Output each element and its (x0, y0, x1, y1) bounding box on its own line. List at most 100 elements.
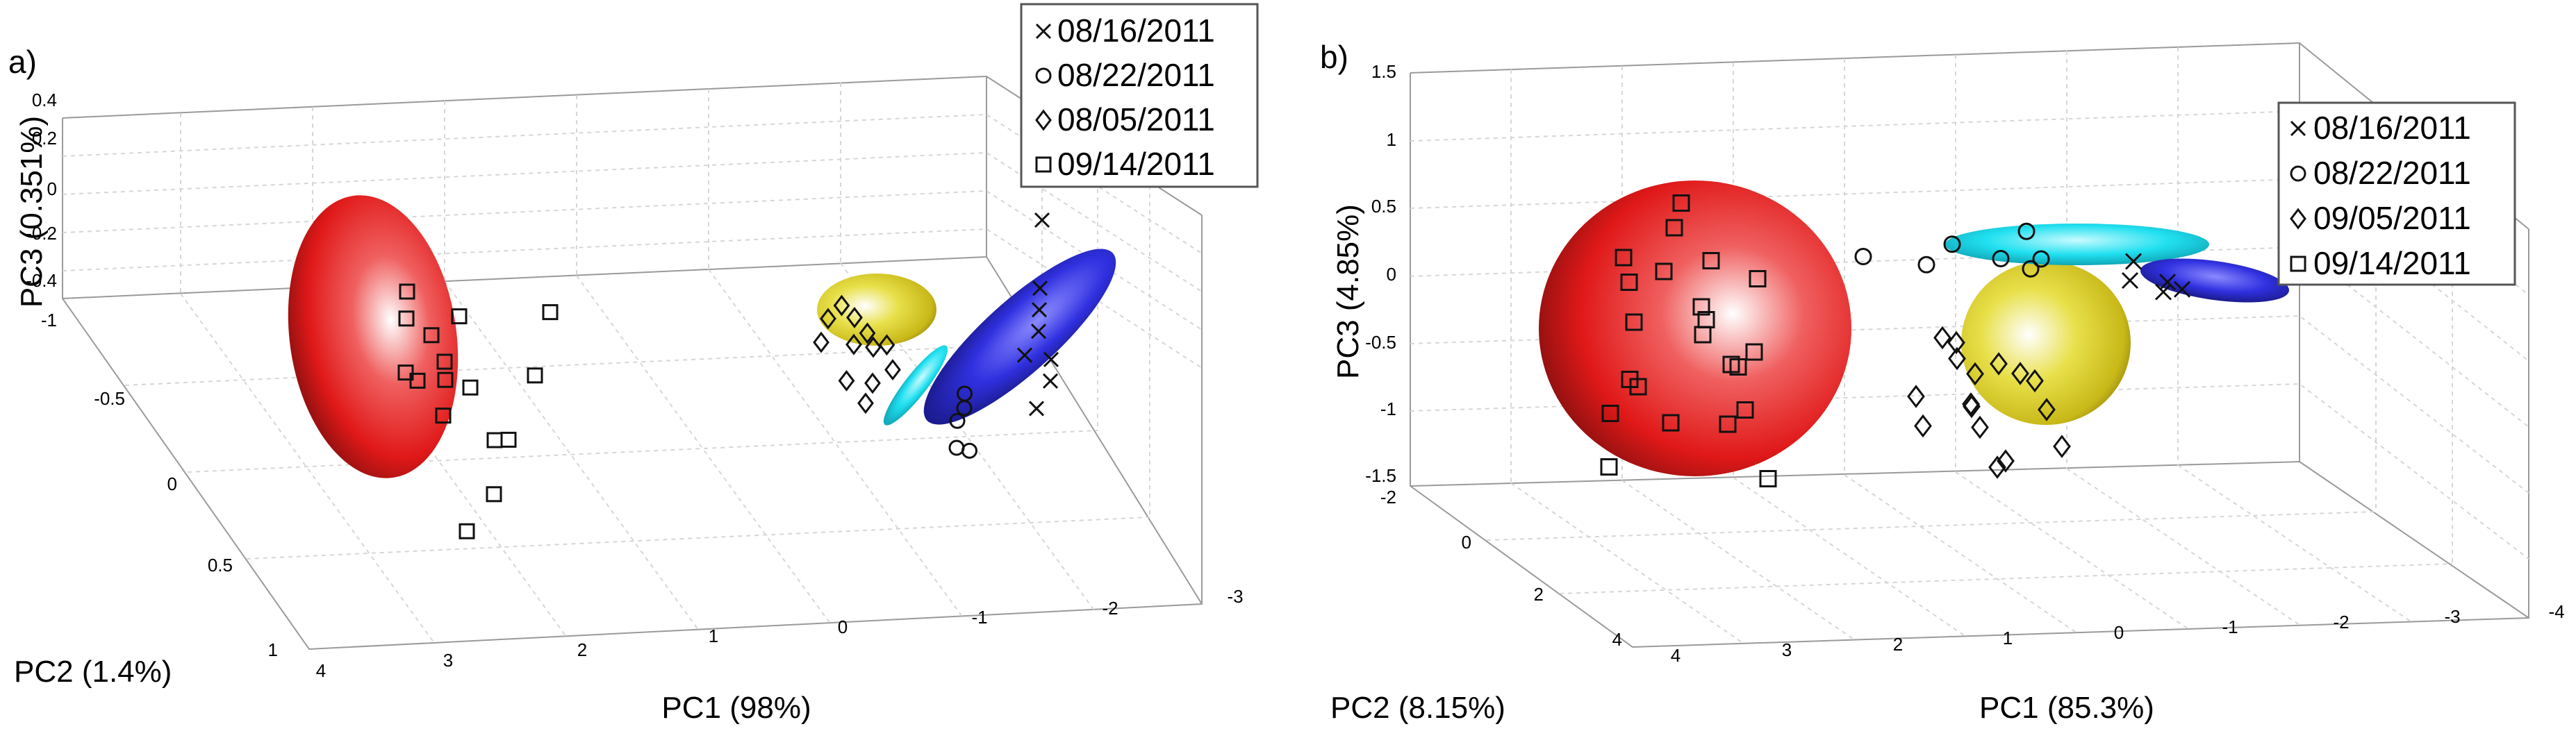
data-point-09-14-2011 (1601, 405, 1619, 422)
data-point-09-05-2011 (1947, 330, 1965, 355)
data-point-08-22-2011 (2032, 250, 2050, 268)
legend-marker (2290, 120, 2306, 137)
legend-marker (2290, 255, 2306, 272)
data-point-09-05-2011 (1990, 352, 2008, 376)
panel-b-legend: 08/16/2011 08/22/2011 09/05/2011 09/14/2… (2277, 101, 2516, 286)
y-tick-label: 4 (1612, 629, 1622, 650)
z-tick-label: 0.5 (1371, 196, 1396, 217)
data-point-08-05-2011 (864, 372, 881, 394)
x-tick-label: -2 (2333, 612, 2349, 632)
cluster-ellipsoid-08-22-2011 (1945, 224, 2209, 265)
panel-a-legend: 08/16/2011 08/22/2011 08/05/2011 09/14/2… (1020, 3, 1259, 188)
legend-marker (2290, 208, 2306, 230)
x-tick-label: -2 (1102, 598, 1118, 619)
data-point-08-16-2011 (1043, 351, 1059, 367)
z-tick-label: 0 (47, 178, 57, 199)
panel-b-ticks: 1.5 1 0.5 0 -0.5 -1 -1.5 -2 0 2 4 4 3 2 … (1365, 61, 2564, 666)
legend-marker (1035, 67, 1052, 84)
data-point-09-14-2011 (527, 367, 543, 384)
data-point-08-05-2011 (857, 392, 874, 414)
legend-label: 08/16/2011 (1057, 12, 1215, 49)
data-point-09-14-2011 (1662, 414, 1680, 432)
y-tick-label: 0 (1462, 532, 1471, 553)
data-point-09-14-2011 (1749, 270, 1767, 287)
data-point-08-16-2011 (2124, 253, 2142, 270)
panel-a-label: a) (8, 44, 37, 80)
legend-label: 08/22/2011 (2313, 155, 2471, 191)
data-point-08-05-2011 (833, 294, 850, 317)
z-axis-title: PC3 (0.351%) (15, 116, 49, 308)
legend-label: 09/05/2011 (2313, 200, 2471, 236)
x-axis-title: PC1 (85.3%) (1979, 691, 2154, 725)
data-point-08-16-2011 (2158, 274, 2177, 291)
data-point-08-22-2011 (1992, 250, 2010, 267)
data-point-09-14-2011 (1629, 378, 1647, 396)
data-point-09-14-2011 (423, 327, 440, 344)
data-point-09-14-2011 (1745, 343, 1763, 361)
data-point-09-14-2011 (1702, 252, 1720, 269)
data-point-08-22-2011 (957, 385, 973, 402)
data-point-08-05-2011 (865, 336, 882, 358)
data-point-09-05-2011 (2038, 398, 2056, 421)
cluster-ellipsoid-08-05-2011 (817, 274, 936, 346)
data-point-08-16-2011 (1031, 302, 1048, 318)
data-point-09-05-2011 (1966, 362, 1984, 386)
panel-a-ticks: 0.4 0.2 0 -0.2 -0.4 -1 -0.5 0 0.5 1 4 3 … (26, 90, 1243, 681)
legend-markers (1035, 23, 1052, 173)
y-axis-title: PC2 (1.4%) (14, 655, 172, 689)
z-axis-title: PC3 (4.85%) (1331, 204, 1365, 379)
legend-label: 08/16/2011 (2313, 110, 2471, 146)
x-tick-label: 2 (577, 639, 587, 660)
panel-a-axes-box (62, 75, 1203, 651)
data-point-09-05-2011 (2011, 362, 2029, 385)
y-tick-label: 0 (167, 473, 177, 494)
y-tick-label: -2 (1380, 487, 1396, 508)
data-point-08-22-2011 (949, 412, 966, 429)
z-tick-label: 1 (1387, 129, 1396, 150)
data-point-08-22-2011 (1943, 235, 1961, 253)
x-tick-label: -1 (971, 607, 987, 628)
data-point-09-14-2011 (1620, 274, 1638, 291)
legend-label: 09/14/2011 (2313, 245, 2471, 281)
z-tick-label: 0.4 (32, 90, 57, 110)
x-tick-label: 3 (1782, 639, 1792, 660)
panel-a-markers (397, 212, 1059, 539)
data-point-09-05-2011 (1933, 326, 1951, 350)
x-tick-label: -3 (2444, 606, 2460, 627)
data-point-08-05-2011 (813, 331, 829, 353)
cluster-ellipsoid-09-14-2011 (288, 195, 459, 478)
x-tick-label: 0 (838, 617, 848, 637)
cluster-ellipsoid-08-16-2011 (923, 249, 1116, 425)
data-point-09-05-2011 (1997, 449, 2015, 473)
data-point-09-05-2011 (2026, 369, 2044, 393)
data-point-09-14-2011 (1665, 219, 1683, 237)
data-point-09-14-2011 (435, 408, 452, 424)
z-tick-label: 1.5 (1371, 61, 1396, 82)
y-tick-label: -1 (41, 310, 57, 330)
data-point-08-05-2011 (846, 306, 863, 328)
data-point-09-14-2011 (397, 364, 414, 381)
data-point-09-14-2011 (1736, 401, 1754, 419)
z-tick-label: 0 (1387, 264, 1396, 285)
x-tick-label: 4 (316, 660, 326, 681)
data-point-09-14-2011 (1719, 415, 1737, 433)
y-axis-title: PC2 (8.15%) (1330, 691, 1505, 725)
data-point-09-14-2011 (1615, 249, 1633, 267)
data-point-09-14-2011 (399, 283, 415, 300)
z-tick-label: 0.2 (32, 128, 57, 149)
data-point-09-14-2011 (542, 304, 559, 321)
data-point-09-14-2011 (1600, 458, 1618, 476)
data-point-08-16-2011 (1016, 347, 1033, 363)
data-point-08-22-2011 (1854, 248, 1872, 265)
x-tick-label: 1 (2003, 628, 2013, 648)
x-tick-label: 2 (1893, 634, 1903, 655)
panel-b-label: b) (1320, 39, 1348, 75)
panel-a: a) (8, 3, 1259, 725)
data-point-08-05-2011 (820, 308, 836, 330)
data-point-08-16-2011 (1034, 212, 1050, 228)
data-point-09-14-2011 (500, 431, 517, 448)
data-point-08-22-2011 (2022, 260, 2040, 278)
data-point-08-05-2011 (878, 334, 895, 356)
data-point-09-14-2011 (1672, 194, 1690, 212)
